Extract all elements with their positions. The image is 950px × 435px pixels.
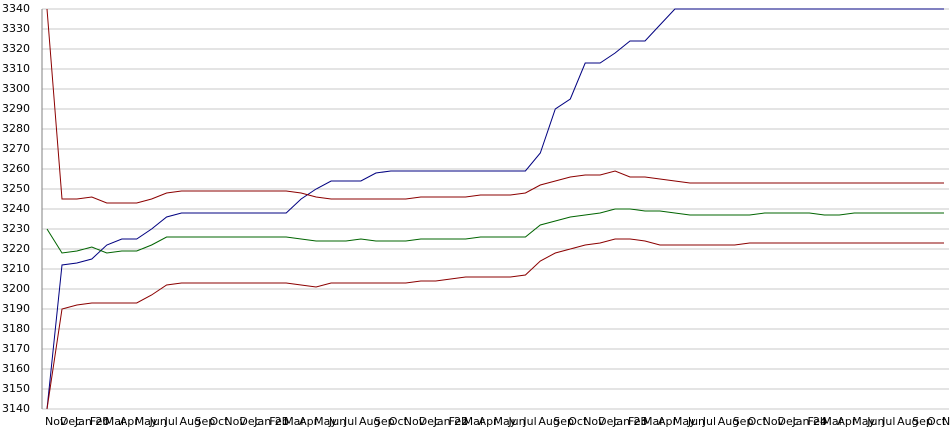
x-tick-label: Jan 23 bbox=[612, 415, 647, 428]
x-tick-label: Jun bbox=[507, 415, 525, 428]
y-tick-label: 3170 bbox=[2, 342, 30, 355]
x-tick-label: Sep bbox=[195, 415, 216, 428]
y-tick-label: 3160 bbox=[2, 362, 30, 375]
x-tick-label: Apr bbox=[658, 415, 678, 428]
x-tick-label: Nov bbox=[942, 415, 950, 428]
x-tick-label: Apr bbox=[479, 415, 499, 428]
x-tick-label: Nov bbox=[224, 415, 246, 428]
x-tick-label: Aug bbox=[538, 415, 559, 428]
x-tick-label: Aug bbox=[897, 415, 918, 428]
x-tick-label: Dec bbox=[598, 415, 619, 428]
x-tick-label: Jun bbox=[149, 415, 167, 428]
x-tick-label: Aug bbox=[359, 415, 380, 428]
y-tick-label: 3260 bbox=[2, 162, 30, 175]
x-tick-label: Aug bbox=[718, 415, 739, 428]
x-tick-label: Apr bbox=[120, 415, 140, 428]
x-tick-label: Sep bbox=[553, 415, 574, 428]
y-tick-label: 3190 bbox=[2, 302, 30, 315]
y-tick-label: 3340 bbox=[2, 2, 30, 15]
y-tick-label: 3240 bbox=[2, 202, 30, 215]
y-tick-label: 3310 bbox=[2, 62, 30, 75]
x-tick-label: Jul bbox=[343, 415, 357, 428]
x-tick-label: Jul bbox=[522, 415, 536, 428]
y-tick-label: 3250 bbox=[2, 182, 30, 195]
y-tick-label: 3280 bbox=[2, 122, 30, 135]
y-tick-label: 3140 bbox=[2, 402, 30, 415]
y-tick-label: 3230 bbox=[2, 222, 30, 235]
x-tick-label: May bbox=[135, 415, 158, 428]
x-tick-label: Sep bbox=[912, 415, 933, 428]
x-tick-label: Dec bbox=[778, 415, 799, 428]
x-tick-label: Feb bbox=[449, 415, 468, 428]
x-tick-label: Jul bbox=[881, 415, 895, 428]
x-tick-label: Mar bbox=[822, 415, 843, 428]
y-tick-label: 3220 bbox=[2, 242, 30, 255]
x-tick-label: Aug bbox=[180, 415, 201, 428]
x-tick-label: Oct bbox=[389, 415, 409, 428]
x-tick-label: Dec bbox=[60, 415, 81, 428]
x-tick-label: Mar bbox=[464, 415, 485, 428]
x-tick-label: May bbox=[852, 415, 875, 428]
x-tick-label: Feb bbox=[269, 415, 288, 428]
y-tick-label: 3320 bbox=[2, 42, 30, 55]
x-tick-label: Jun bbox=[328, 415, 346, 428]
x-tick-label: Jan 24 bbox=[792, 415, 827, 428]
x-tick-label: Jan 21 bbox=[253, 415, 288, 428]
y-tick-label: 3300 bbox=[2, 82, 30, 95]
y-tick-label: 3270 bbox=[2, 142, 30, 155]
x-tick-label: Nov bbox=[583, 415, 605, 428]
x-tick-label: Mar bbox=[284, 415, 305, 428]
x-tick-label: Jul bbox=[164, 415, 178, 428]
x-tick-label: May bbox=[673, 415, 696, 428]
x-tick-label: Apr bbox=[299, 415, 319, 428]
x-tick-label: Oct bbox=[927, 415, 947, 428]
x-tick-label: Oct bbox=[748, 415, 768, 428]
x-tick-label: Sep bbox=[374, 415, 395, 428]
x-tick-label: Dec bbox=[239, 415, 260, 428]
x-tick-label: Sep bbox=[733, 415, 754, 428]
x-tick-label: Nov bbox=[45, 415, 67, 428]
series-line bbox=[46, 8, 944, 410]
y-tick-label: 3210 bbox=[2, 262, 30, 275]
x-tick-label: Jan 20 bbox=[74, 415, 109, 428]
x-tick-label: Jul bbox=[702, 415, 716, 428]
y-tick-label: 3180 bbox=[2, 322, 30, 335]
x-tick-label: May bbox=[494, 415, 517, 428]
series-line bbox=[46, 208, 944, 254]
x-tick-label: Mar bbox=[105, 415, 126, 428]
x-tick-label: Nov bbox=[404, 415, 426, 428]
series-line bbox=[46, 8, 944, 204]
y-tick-label: 3150 bbox=[2, 382, 30, 395]
x-tick-label: Mar bbox=[643, 415, 664, 428]
x-tick-label: May bbox=[314, 415, 337, 428]
series-line bbox=[46, 238, 944, 410]
x-tick-label: Jun bbox=[687, 415, 705, 428]
x-tick-label: Feb bbox=[90, 415, 109, 428]
x-tick-label: Feb bbox=[807, 415, 826, 428]
x-tick-label: Nov bbox=[763, 415, 785, 428]
x-tick-label: Dec bbox=[419, 415, 440, 428]
y-tick-label: 3290 bbox=[2, 102, 30, 115]
x-tick-label: Oct bbox=[209, 415, 229, 428]
x-tick-label: Apr bbox=[837, 415, 857, 428]
y-tick-label: 3330 bbox=[2, 22, 30, 35]
x-tick-label: Jun bbox=[866, 415, 884, 428]
y-tick-label: 3200 bbox=[2, 282, 30, 295]
x-tick-label: Jan 22 bbox=[433, 415, 468, 428]
x-tick-label: Feb bbox=[628, 415, 647, 428]
x-tick-label: Oct bbox=[568, 415, 588, 428]
